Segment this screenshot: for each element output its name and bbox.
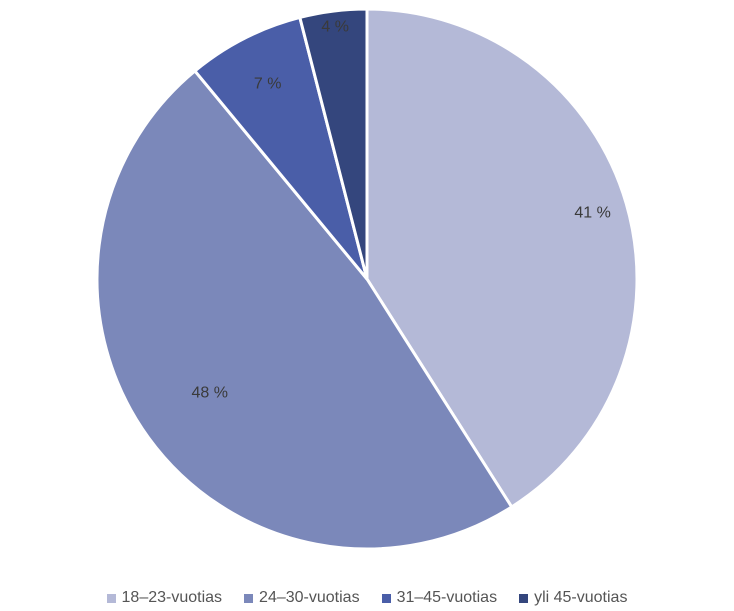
- pie-chart: 41 % 48 % 7 % 4 %: [95, 7, 639, 551]
- legend-item-24-30: 24–30-vuotias: [244, 589, 360, 607]
- legend-swatch-yli-45: [519, 593, 529, 603]
- data-label-24-30: 48 %: [191, 385, 227, 402]
- pie-slice-18-23: [365, 7, 639, 509]
- data-label-31-45: 7 %: [254, 75, 282, 92]
- pie-slice-31-45: [193, 15, 369, 281]
- data-label-18-23: 41 %: [574, 205, 610, 222]
- pie-slice-24-30: [95, 69, 514, 551]
- legend-label-31-45: 31–45-vuotias: [396, 589, 498, 606]
- pie-slice-yli-45: [298, 7, 369, 281]
- chart-legend: 18–23-vuotias 24–30-vuotias 31–45-vuotias y…: [0, 589, 734, 607]
- legend-item-yli-45: yli 45-vuotias: [519, 589, 627, 607]
- legend-label-yli-45: yli 45-vuotias: [534, 589, 628, 606]
- legend-swatch-24-30: [244, 593, 254, 603]
- legend-label-18-23: 18–23-vuotias: [121, 589, 223, 606]
- legend-label-24-30: 24–30-vuotias: [259, 589, 360, 606]
- legend-item-18-23: 18–23-vuotias: [106, 589, 223, 607]
- legend-item-31-45: 31–45-vuotias: [381, 589, 498, 607]
- data-label-yli-45: 4 %: [321, 18, 349, 35]
- legend-swatch-31-45: [381, 593, 391, 603]
- legend-swatch-18-23: [106, 593, 116, 603]
